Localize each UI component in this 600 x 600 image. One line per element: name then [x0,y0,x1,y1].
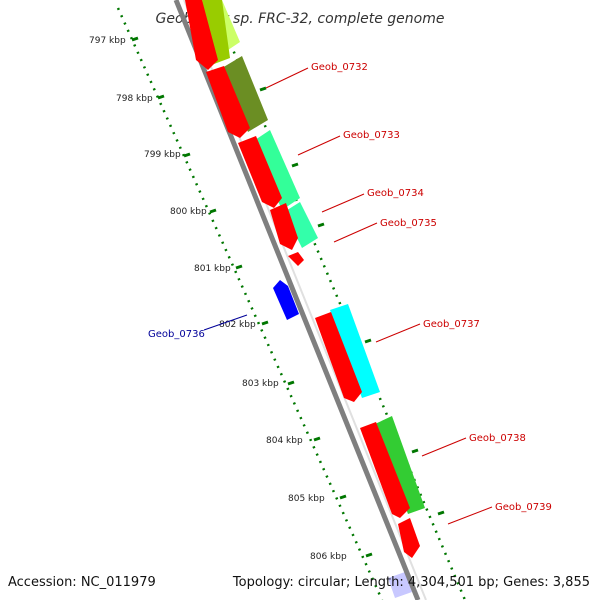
inner-ticks [131,36,373,558]
gene-arrow-geob-0738 [360,422,410,518]
summary-text: Topology: circular; Length: 4,304,501 bp… [232,575,590,590]
similarity-block-geob-0733 [252,130,300,210]
tick-label: 806 kbp [310,552,347,562]
gene-arrow-top [185,0,218,70]
faint-gene-bottom [388,572,412,598]
gene-label-geob-0739[interactable]: Geob_0739 [495,502,552,513]
gene-leader-lines [265,67,493,525]
gene-leader-line-reverse [203,314,248,331]
tick-label: 801 kbp [194,264,231,274]
similarity-block-geob-0737 [330,304,380,398]
genome-backbone [173,0,421,600]
similarity-block-top [202,0,230,64]
gene-arrow-geob-0737 [315,312,362,402]
tick-label: 804 kbp [266,436,303,446]
tick-label: 797 kbp [89,36,126,46]
accession-text: Accession: NC_011979 [8,575,156,590]
gene-labels: Geob_0732 Geob_0733 Geob_0734 Geob_0735 … [148,62,552,513]
gene-label-geob-0737[interactable]: Geob_0737 [423,319,480,330]
gene-label-geob-0732[interactable]: Geob_0732 [311,62,368,73]
similarity-block-geob-0738 [375,416,425,514]
tick-label: 802 kbp [219,320,256,330]
gene-arrow-geob-0733 [238,136,282,208]
gene-arrow-geob-0735 [288,252,304,266]
gene-arrow-geob-0739 [398,518,420,558]
tick-labels: 797 kbp 798 kbp 799 kbp 800 kbp 801 kbp … [89,36,347,562]
gene-label-geob-0736[interactable]: Geob_0736 [148,329,205,340]
gene-label-geob-0738[interactable]: Geob_0738 [469,433,526,444]
tick-label: 799 kbp [144,150,181,160]
similarity-block-geob-0734 [284,202,318,248]
gene-label-geob-0735[interactable]: Geob_0735 [380,218,437,229]
similarity-block-geob-0732 [222,56,268,132]
gene-label-geob-0733[interactable]: Geob_0733 [343,130,400,141]
tick-label: 800 kbp [170,207,207,217]
gene-arrow-geob-0732 [206,66,250,138]
gene-arrow-geob-0734 [270,203,298,250]
outer-ticks [259,86,445,516]
gene-arrow-geob-0736 [273,280,299,320]
tick-label: 805 kbp [288,494,325,504]
tick-label: 798 kbp [116,94,153,104]
gene-label-geob-0734[interactable]: Geob_0734 [367,188,424,199]
tick-label: 803 kbp [242,379,279,389]
